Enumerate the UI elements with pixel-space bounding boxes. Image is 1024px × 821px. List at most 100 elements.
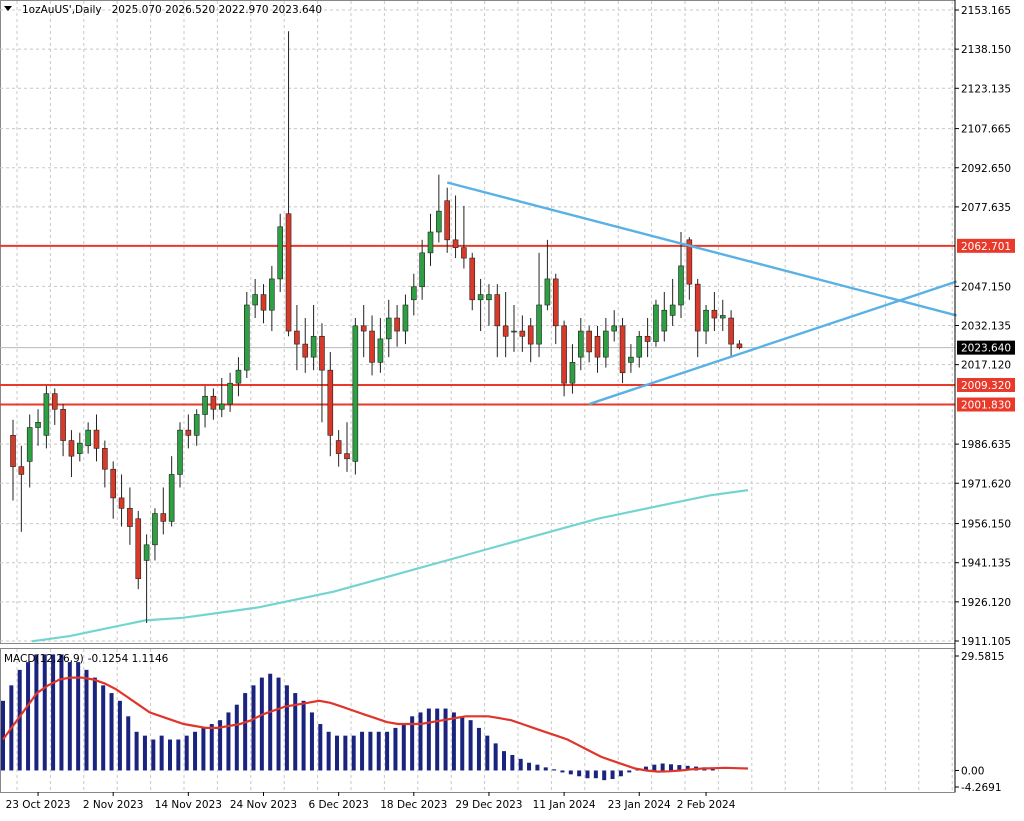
candle-bearish	[619, 325, 626, 374]
date-tick-label: 6 Dec 2023	[308, 799, 368, 811]
candle-bearish	[327, 369, 334, 436]
candle-bearish	[502, 325, 509, 337]
date-tick-label: 14 Nov 2023	[155, 799, 222, 811]
macd-histogram-bar	[201, 727, 206, 771]
axes: 2153.165 2138.150 2123.135 2107.665 2092.650…	[6, 0, 1011, 811]
candle-bearish	[110, 468, 116, 499]
trendline	[588, 280, 957, 406]
macd-histogram-bar	[418, 712, 423, 771]
candle-bullish	[43, 393, 50, 436]
macd-histogram-bar	[117, 700, 122, 771]
candle-bullish	[678, 265, 684, 306]
macd-histogram-bar	[351, 735, 356, 771]
macd-histogram-bar	[76, 662, 81, 771]
macd-histogram-bar	[326, 731, 331, 771]
candle-bullish	[536, 304, 542, 345]
price-level-layer: 2062.701 2009.320 2001.830 2023.640	[0, 238, 1015, 412]
macd-histogram-bar	[426, 708, 431, 771]
candle-bullish	[235, 369, 242, 384]
candle-bearish	[102, 448, 108, 470]
dropdown-triangle-icon[interactable]	[4, 6, 12, 11]
ohlc-values: 2025.070 2026.520 2022.970 2023.640	[112, 4, 322, 16]
macd-histogram-bar	[51, 654, 56, 771]
price-tick-label: 2153.165	[961, 5, 1011, 17]
macd-histogram-bar	[568, 770, 573, 775]
candle-bearish	[369, 330, 375, 363]
candle-bearish	[68, 440, 75, 457]
candle-bearish	[93, 429, 100, 449]
date-tick-label: 18 Dec 2023	[380, 799, 447, 811]
candle-bearish	[185, 429, 192, 436]
macd-histogram-bar	[26, 662, 31, 771]
macd-histogram-bar	[109, 693, 114, 771]
macd-histogram-bar	[134, 731, 139, 771]
price-tick-label: 2017.120	[961, 360, 1011, 372]
price-pane-frame	[0, 0, 956, 644]
macd-histogram-bar	[176, 739, 181, 771]
candle-bearish	[644, 335, 651, 342]
macd-histogram-bar	[618, 770, 623, 777]
candle-bullish	[603, 330, 609, 358]
macd-histogram-bar	[443, 708, 448, 771]
candle-bullish	[486, 294, 492, 301]
macd-tick-label: -4.2691	[961, 782, 1002, 794]
macd-histogram-bar	[476, 727, 481, 771]
candle-bearish	[527, 325, 534, 345]
candle-bearish	[60, 408, 66, 441]
macd-histogram-bar	[593, 770, 598, 779]
candle-bullish	[719, 315, 726, 319]
candle-bullish	[436, 210, 442, 233]
candle-bearish	[686, 239, 693, 285]
macd-histogram-bar	[335, 735, 339, 771]
macd-histogram-bar	[218, 720, 223, 771]
trendline-layer	[446, 181, 957, 406]
macd-histogram-bar	[126, 716, 131, 771]
candle-bearish	[135, 518, 142, 580]
candle-bearish	[285, 213, 292, 332]
candle-bullish	[477, 294, 484, 301]
macd-histogram-bar	[368, 731, 373, 771]
candle-bearish	[394, 317, 400, 332]
candle-bullish	[352, 325, 359, 462]
macd-histogram-bar	[243, 693, 248, 771]
candle-bullish	[427, 231, 434, 254]
macd-header: MACD(12,26,9) -0.1254 1.1146	[4, 653, 169, 665]
price-tick-label: 1986.635	[961, 439, 1011, 451]
candle-bearish	[18, 466, 25, 475]
candle-bullish	[218, 403, 225, 410]
macd-histogram-bar	[468, 720, 473, 771]
candle-bearish	[319, 335, 325, 371]
candle-bearish	[552, 278, 559, 327]
macd-histogram-bar	[535, 764, 540, 771]
macd-histogram-bar	[1, 700, 5, 771]
macd-histogram-bar	[543, 767, 548, 771]
price-level-label: 2009.320	[961, 380, 1011, 392]
macd-histogram-bar	[577, 770, 582, 777]
candle-bullish	[77, 442, 83, 454]
price-level-label: 2001.830	[961, 399, 1011, 411]
price-tick-label: 2123.135	[961, 83, 1011, 95]
macd-histogram-bar	[485, 735, 490, 771]
candle-bullish	[35, 422, 41, 428]
macd-histogram-bar	[602, 770, 607, 781]
macd-histogram-bar	[301, 700, 306, 771]
candle-bearish	[160, 513, 167, 522]
macd-histogram-bar	[643, 766, 648, 771]
macd-histogram-bar	[293, 693, 298, 771]
trendline	[446, 181, 957, 317]
date-tick-label: 23 Oct 2023	[6, 799, 71, 811]
macd-histogram-bar	[226, 712, 231, 771]
macd-histogram-bar	[627, 770, 632, 773]
date-tick-label: 11 Jan 2024	[533, 799, 596, 811]
price-level-tag	[957, 397, 1015, 412]
macd-histogram-bar	[401, 724, 406, 771]
macd-histogram-bar	[168, 739, 172, 771]
macd-histogram-bar	[435, 708, 440, 771]
candle-bearish	[444, 200, 451, 241]
macd-label: MACD(12,26,9)	[4, 653, 84, 665]
macd-histogram-bar	[393, 727, 398, 771]
macd-histogram-bar	[84, 669, 89, 771]
macd-histogram-bar	[552, 769, 557, 771]
price-tick-label: 2092.650	[961, 163, 1011, 175]
candle-bullish	[402, 304, 409, 332]
